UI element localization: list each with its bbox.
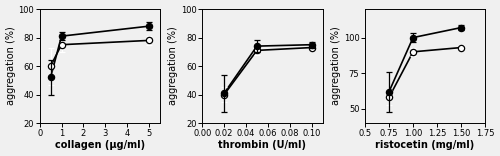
Y-axis label: aggregation (%): aggregation (%)	[331, 27, 341, 105]
Y-axis label: aggregation (%): aggregation (%)	[168, 27, 178, 105]
X-axis label: collagen (μg/ml): collagen (μg/ml)	[54, 140, 145, 150]
X-axis label: ristocetin (mg/ml): ristocetin (mg/ml)	[376, 140, 474, 150]
X-axis label: thrombin (U/ml): thrombin (U/ml)	[218, 140, 306, 150]
Y-axis label: aggregation (%): aggregation (%)	[6, 27, 16, 105]
